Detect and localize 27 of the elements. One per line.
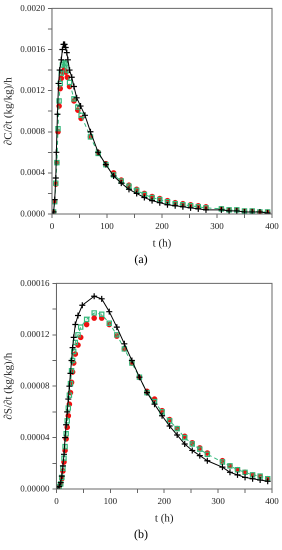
y-tick-label: 0.0008 <box>20 126 46 136</box>
x-axis-title: t (h) <box>154 512 174 524</box>
x-tick-label: 0 <box>54 496 60 506</box>
y-tick-label: 0.00004 <box>20 432 50 442</box>
x-tick-label: 400 <box>265 496 280 506</box>
y-axis-title: ∂S/∂t (kg/kg)/h <box>2 352 14 420</box>
y-tick-label: 0.0016 <box>20 44 46 54</box>
text: (b) <box>133 527 149 543</box>
x-tick-label: 200 <box>155 220 170 231</box>
y-tick-label: 0.00008 <box>20 380 50 391</box>
x-tick-label: 200 <box>157 496 172 506</box>
x-tick-label: 300 <box>211 496 226 506</box>
x-tick-label: 0 <box>50 220 55 231</box>
text: (a) <box>133 252 149 268</box>
y-tick-label: 0.00012 <box>20 329 50 340</box>
y-tick-label: 0.0004 <box>20 167 46 178</box>
y-axis-title: ∂C/∂t (kg/kg)/h <box>2 76 14 146</box>
x-tick-label: 300 <box>210 220 224 231</box>
y-tick-label: 0.00016 <box>20 278 50 288</box>
x-tick-label: 400 <box>265 220 280 231</box>
y-tick-label: 0.0000 <box>20 208 46 218</box>
y-tick-label: 0.00000 <box>20 483 50 494</box>
x-tick-label: 100 <box>104 496 118 506</box>
x-axis-title: t (h) <box>152 237 172 250</box>
x-tick-label: 100 <box>100 220 114 231</box>
y-tick-label: 0.0012 <box>20 85 45 95</box>
y-tick-label: 0.0020 <box>20 2 46 13</box>
